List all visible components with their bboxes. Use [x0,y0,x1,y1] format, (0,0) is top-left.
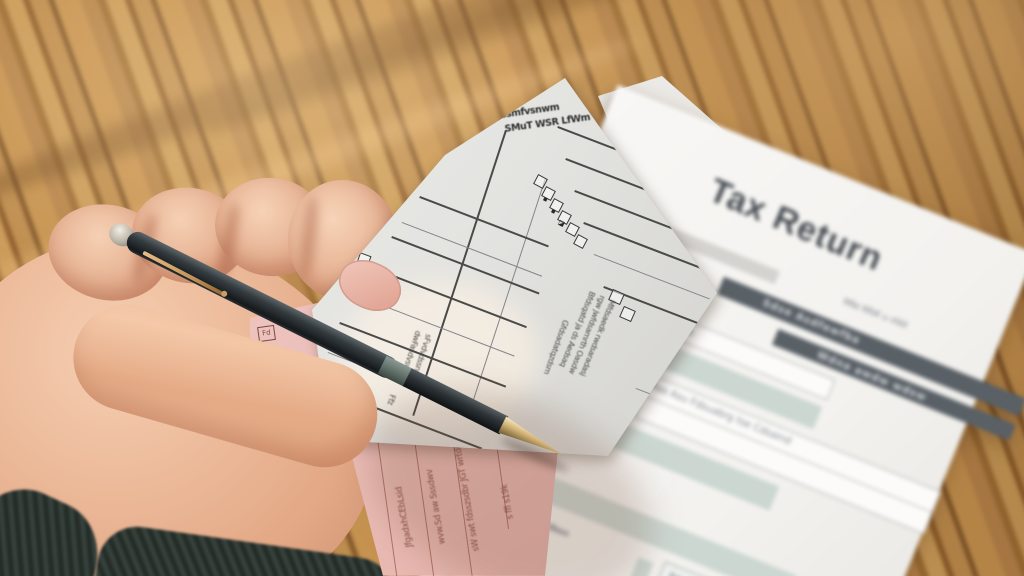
form-ruled-line [635,388,685,408]
form-ruled-line [557,126,699,182]
form-ruled-line [565,158,707,214]
form-ruled-line [419,196,549,247]
form-ruled-line [574,190,712,244]
form-ruled-line [583,222,711,273]
form-checkbox [573,234,588,249]
form-checkbox [619,305,636,323]
